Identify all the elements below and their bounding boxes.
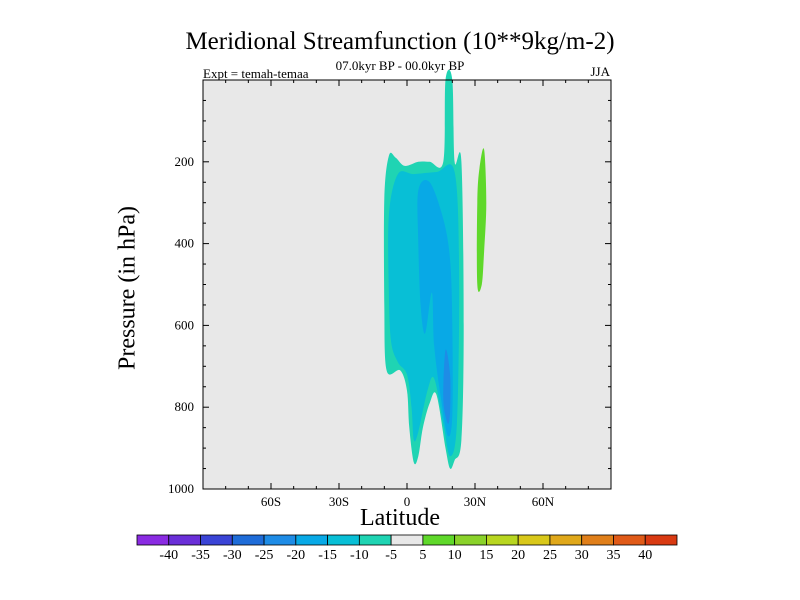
x-tick-label: 60S [261, 494, 281, 509]
colorbar-box [168, 534, 201, 546]
x-tick-label: 30S [329, 494, 349, 509]
colorbar-label: 35 [606, 548, 620, 563]
colorbar-label: -35 [191, 548, 210, 563]
colorbar-box [517, 534, 551, 546]
colorbar-box [454, 534, 487, 546]
x-tick-label: 0 [404, 494, 411, 509]
colorbar-box [263, 534, 297, 546]
colorbar-box [136, 534, 170, 546]
colorbar-box [581, 534, 614, 546]
colorbar-box [486, 534, 519, 546]
colorbar-label: -15 [318, 548, 337, 563]
x-tick-label: 30N [464, 494, 487, 509]
colorbar-box [358, 534, 392, 546]
colorbar-box [295, 534, 328, 546]
y-tick-label: 1000 [168, 481, 194, 496]
colorbar-label: -30 [223, 548, 242, 563]
contour-region-4 [476, 148, 487, 292]
contour-region-3 [443, 349, 451, 424]
colorbar-box [422, 534, 456, 546]
colorbar-label: -10 [350, 548, 369, 563]
colorbar-box [200, 534, 233, 546]
y-axis-label: Pressure (in hPa) [114, 206, 141, 370]
colorbar-box [644, 534, 678, 546]
colorbar-box [549, 534, 583, 546]
chart-title: Meridional Streamfunction (10**9kg/m-2) [185, 28, 615, 55]
y-tick-label: 400 [175, 236, 195, 251]
colorbar-label: -20 [286, 548, 305, 563]
colorbar-label: -25 [255, 548, 274, 563]
colorbar-label: 20 [511, 548, 525, 563]
colorbar-label: 30 [575, 548, 589, 563]
x-axis-label: Latitude [360, 505, 440, 531]
colorbar-label: 40 [638, 548, 652, 563]
colorbar-label: -40 [159, 548, 178, 563]
y-tick-label: 600 [175, 317, 195, 332]
y-tick-label: 200 [175, 154, 195, 169]
colorbar-label: 25 [543, 548, 557, 563]
colorbar-box [390, 534, 424, 546]
colorbar-box [231, 534, 265, 546]
colorbar-label: 15 [479, 548, 493, 563]
colorbar-label: 5 [419, 548, 426, 563]
chart-subtitle-experiment: Expt = temah-temaa [203, 66, 309, 81]
colorbar-box [327, 534, 360, 546]
colorbar-label: -5 [385, 548, 397, 563]
colorbar-label: 10 [448, 548, 462, 563]
y-tick-label: 800 [175, 399, 195, 414]
x-tick-label: 60N [532, 494, 555, 509]
chart-subtitle-season: JJA [590, 64, 610, 79]
colorbar-box [613, 534, 646, 546]
chart-subtitle-period: 07.0kyr BP - 00.0kyr BP [335, 58, 465, 73]
